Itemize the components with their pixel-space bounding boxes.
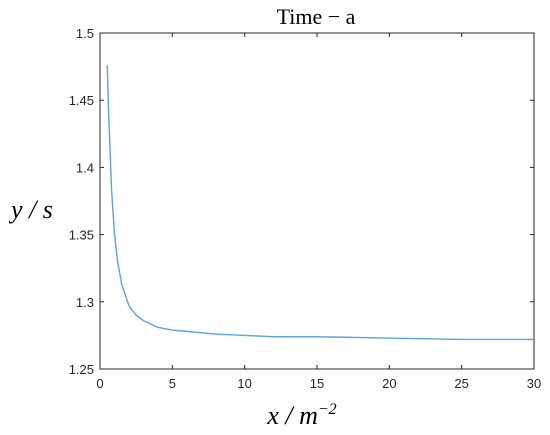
x-tick-label: 25 xyxy=(454,376,468,391)
y-axis-label: y / s xyxy=(8,195,53,224)
plot-frame xyxy=(99,32,535,370)
plot-area: 0 5 10 15 20 25 30 1.25 1.3 1.35 1.4 1.45 1.5 xyxy=(69,26,542,391)
x-axis-label: x / m−2 xyxy=(266,401,336,430)
y-tick-label: 1.3 xyxy=(76,295,94,310)
chart-title: Time − a xyxy=(277,4,356,29)
x-tick-label: 0 xyxy=(96,376,103,391)
x-tick-label: 30 xyxy=(527,376,541,391)
y-tick-label: 1.45 xyxy=(69,93,94,108)
y-tick-label: 1.25 xyxy=(69,362,94,377)
x-tick-label: 20 xyxy=(382,376,396,391)
x-tick-label: 10 xyxy=(237,376,251,391)
x-tick-label: 5 xyxy=(169,376,176,391)
x-tick-label: 15 xyxy=(310,376,324,391)
y-tick-label: 1.4 xyxy=(76,160,94,175)
x-axis-label-main: x / m xyxy=(266,401,318,430)
y-tick-label: 1.35 xyxy=(69,228,94,243)
y-tick-label: 1.5 xyxy=(76,26,94,41)
x-axis-label-exponent: −2 xyxy=(318,401,337,418)
series-line xyxy=(106,65,534,341)
